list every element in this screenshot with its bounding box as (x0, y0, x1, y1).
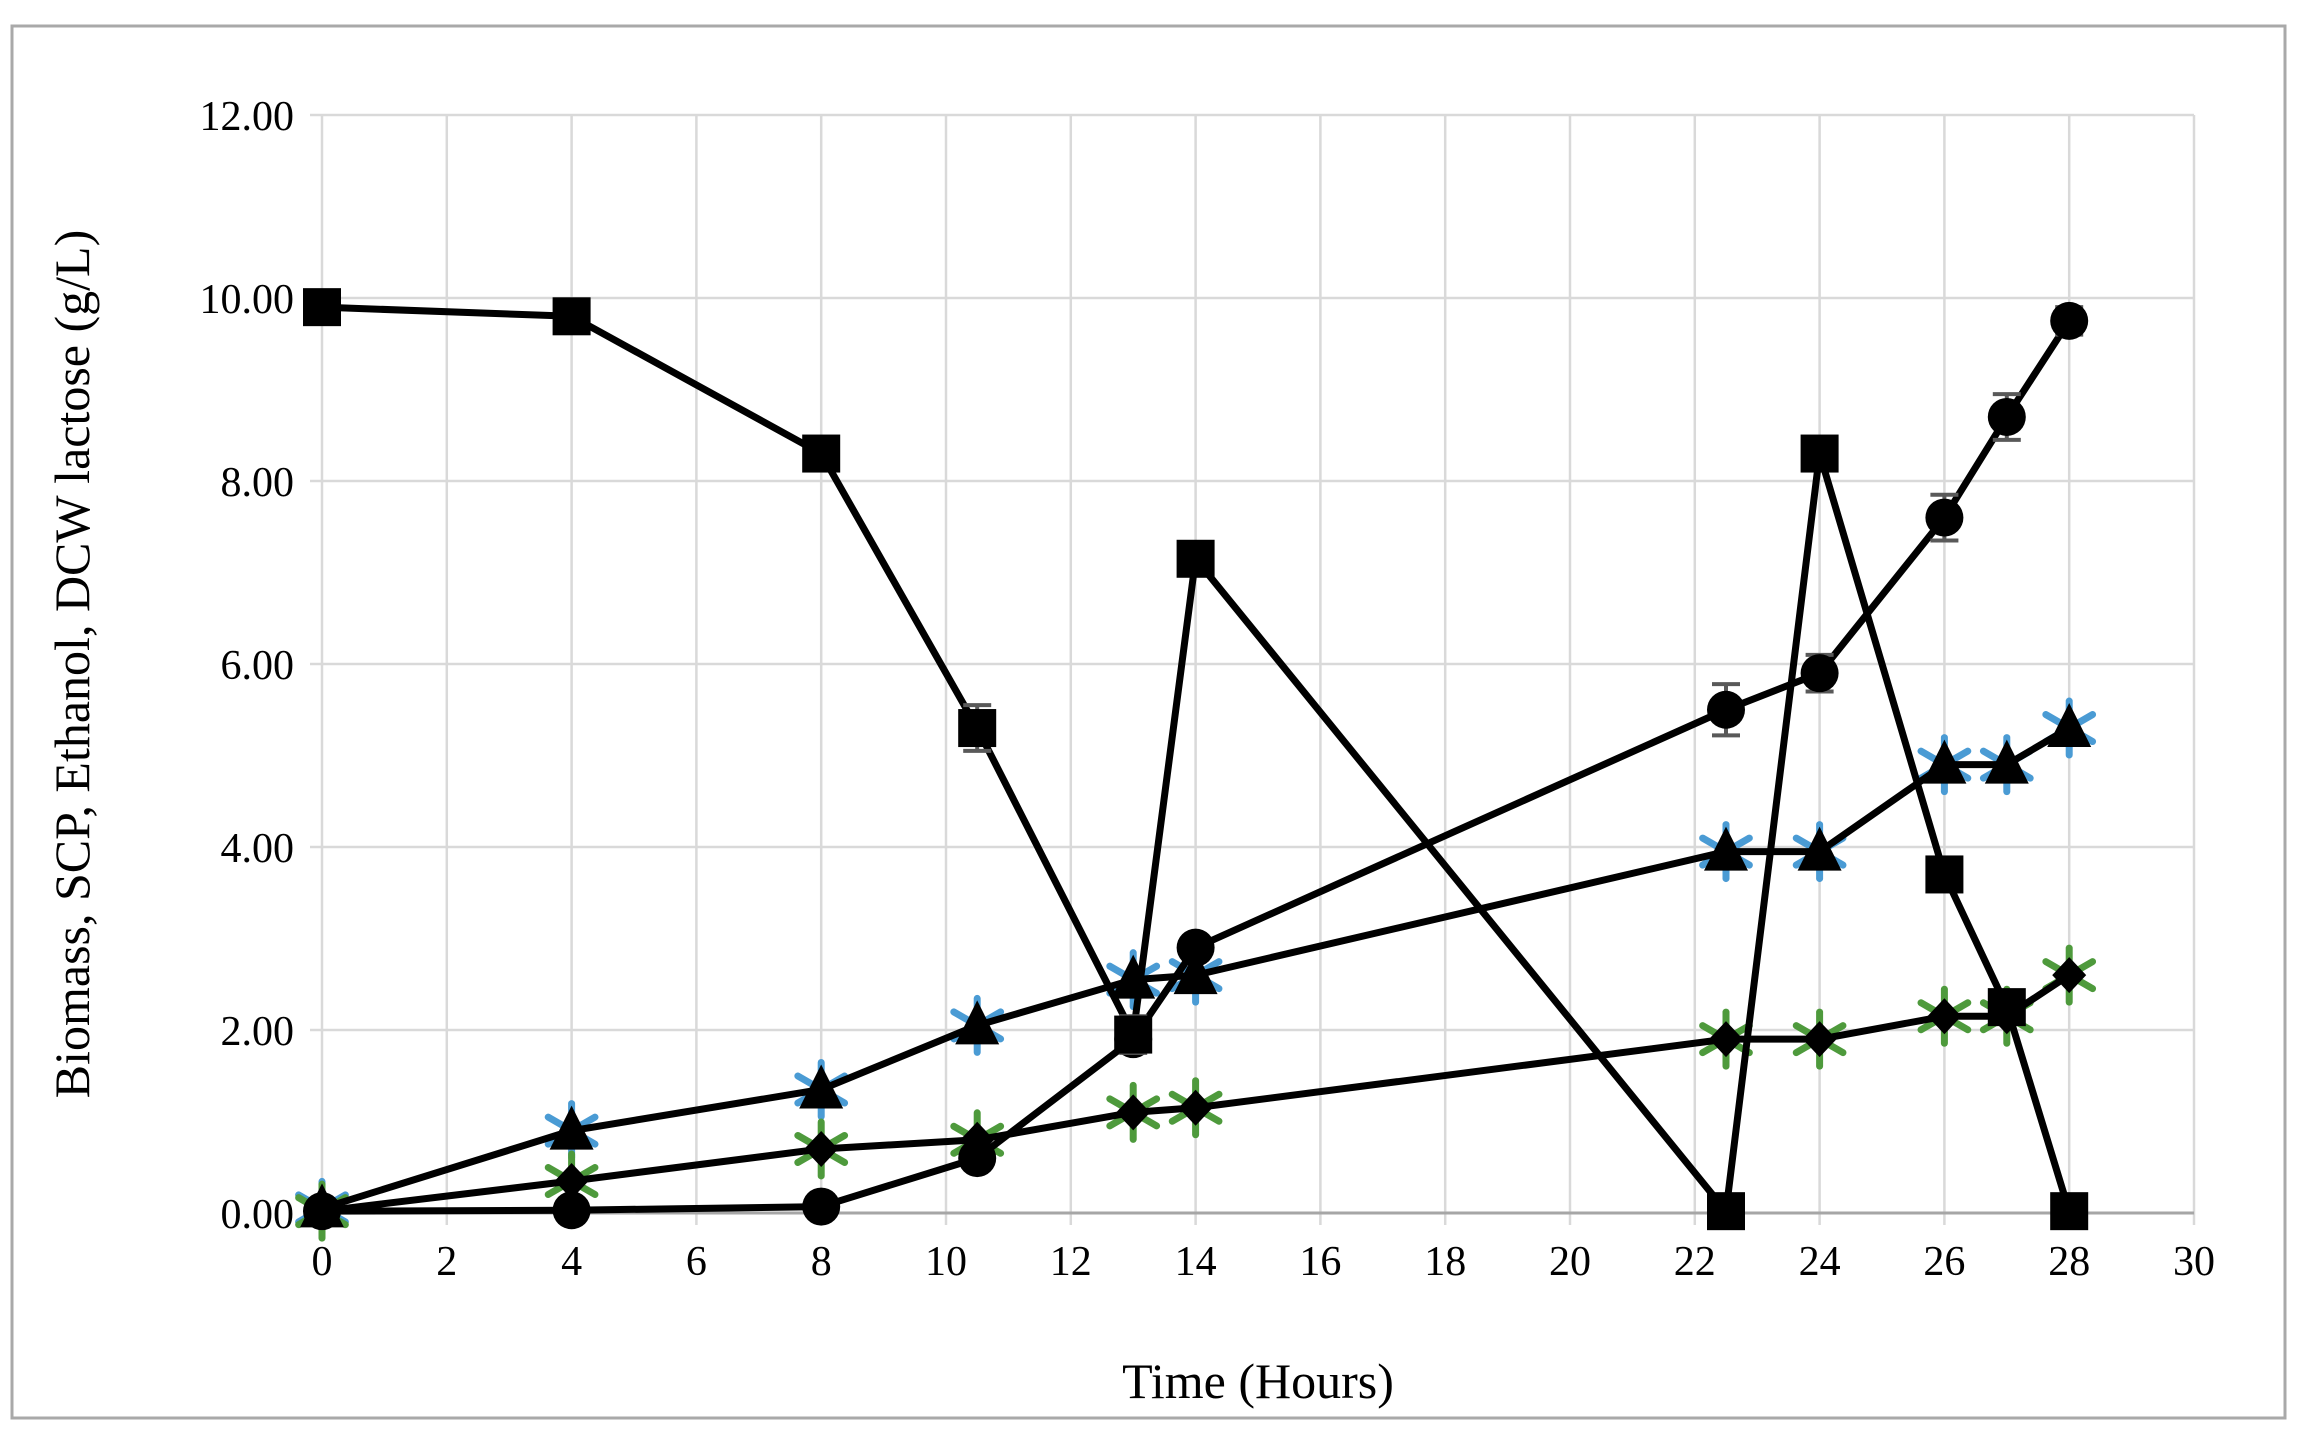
triangle-marker (1922, 739, 1967, 784)
x-tick-label: 20 (1549, 1239, 1591, 1285)
series-filled-triangle (300, 703, 2092, 1228)
triangle-marker (799, 1064, 844, 1109)
square-marker (1707, 1192, 1745, 1231)
square-marker (2050, 1192, 2089, 1231)
diamond-marker (1116, 1094, 1151, 1131)
y-tick-label: 10.00 (200, 277, 295, 323)
y-tick-label: 6.00 (221, 643, 295, 689)
x-tick-label: 4 (561, 1239, 582, 1285)
square-marker (802, 434, 841, 473)
x-tick-label: 22 (1674, 1239, 1716, 1285)
circle-marker (1707, 690, 1745, 729)
square-marker (303, 288, 341, 327)
diamond-marker (1178, 1089, 1213, 1126)
triangle-marker (955, 1000, 1000, 1045)
circle-marker (2050, 301, 2089, 340)
square-marker (958, 709, 997, 748)
x-tick-label: 30 (2173, 1239, 2215, 1285)
circle-marker (802, 1187, 841, 1226)
triangle-marker (1984, 739, 2029, 784)
figure-border (10, 24, 2287, 1420)
x-tick-label: 2 (436, 1239, 457, 1285)
y-tick-labels: 0.00 2.00 4.00 6.00 8.00 10.00 12.00 (200, 94, 295, 1238)
y-tick-label: 2.00 (221, 1009, 295, 1055)
diamond-marker (305, 1193, 339, 1230)
y-tick-label: 8.00 (221, 460, 295, 506)
x-tick-label: 0 (312, 1239, 333, 1285)
square-marker (1114, 1015, 1153, 1054)
x-tick-label: 28 (2048, 1239, 2090, 1285)
y-tick-label: 4.00 (221, 826, 295, 872)
circle-marker (1925, 498, 1964, 537)
x-tick-label: 12 (1050, 1239, 1092, 1285)
triangle-marker (1797, 826, 1842, 871)
x-tick-labels: 0 2 4 6 8 10 12 14 16 18 20 22 24 26 28 30 (312, 1239, 2216, 1285)
diamond-marker (1709, 1021, 1743, 1058)
x-tick-label: 16 (1299, 1239, 1341, 1285)
circle-marker (958, 1139, 997, 1178)
x-tick-label: 14 (1175, 1239, 1217, 1285)
square-marker (1987, 988, 2026, 1027)
x-tick-label: 8 (811, 1239, 832, 1285)
diamond-marker (960, 1121, 995, 1158)
diamond-marker (1802, 1021, 1837, 1058)
circle-marker (1800, 654, 1839, 693)
circle-marker (1987, 397, 2026, 436)
x-tick-label: 6 (686, 1239, 707, 1285)
y-axis-title: Biomass, SCP, Ethanol, DCW lactose (g/L) (44, 229, 100, 1099)
square-marker (1925, 855, 1964, 894)
y-tick-label: 0.00 (221, 1192, 295, 1238)
square-marker (1176, 539, 1215, 578)
x-tick-label: 10 (925, 1239, 967, 1285)
triangle-marker (1704, 826, 1748, 871)
diamond-marker (804, 1130, 839, 1167)
x-tick-label: 26 (1923, 1239, 1965, 1285)
triangle-marker (1111, 954, 1156, 999)
square-marker (552, 297, 591, 336)
triangle-marker (2047, 703, 2092, 748)
triangle-marker (549, 1105, 594, 1150)
x-tick-label: 18 (1424, 1239, 1466, 1285)
diamond-marker (554, 1162, 589, 1199)
triangle-marker (1173, 950, 1218, 995)
square-marker (1800, 434, 1839, 473)
diamond-marker (1927, 998, 1962, 1035)
y-tick-label: 12.00 (200, 94, 295, 140)
series-filled-square (303, 288, 2089, 1231)
circle-marker (552, 1191, 591, 1230)
x-tick-label: 24 (1799, 1239, 1841, 1285)
x-axis-title: Time (Hours) (1122, 1353, 1394, 1409)
diamond-marker (2052, 957, 2087, 994)
circle-marker (1176, 928, 1215, 967)
